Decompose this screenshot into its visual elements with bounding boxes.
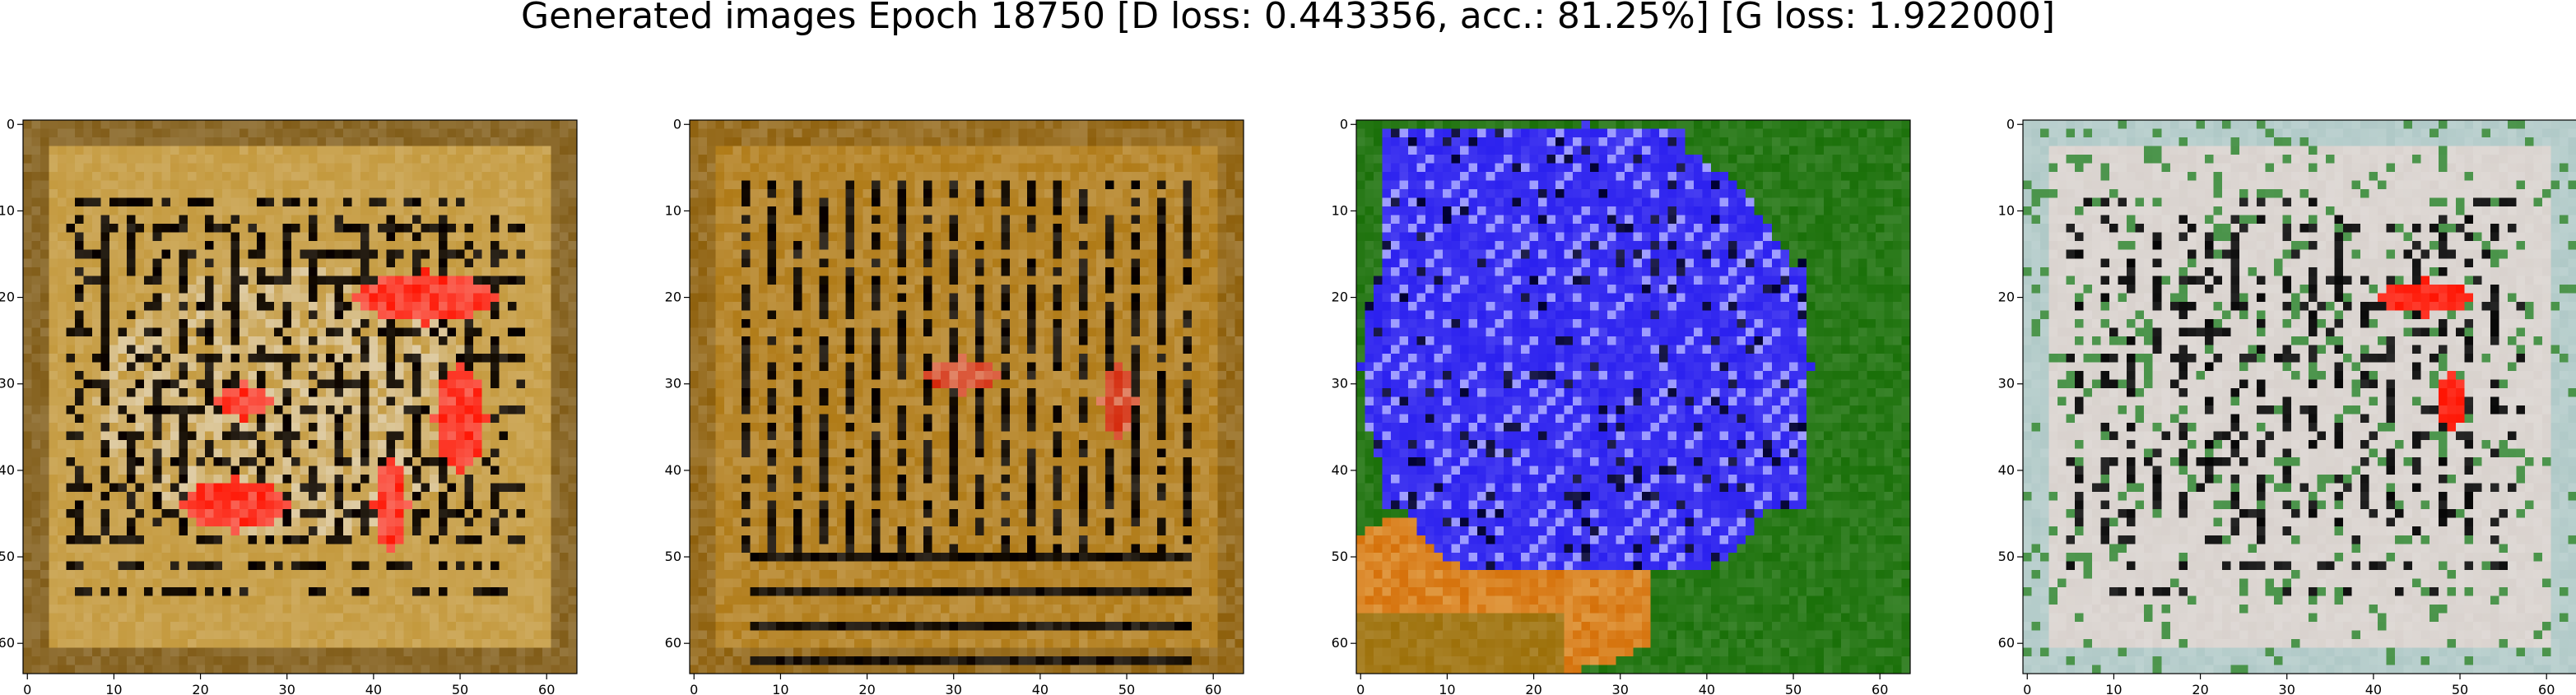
y-tick-label: 10 bbox=[0, 202, 15, 218]
y-tick-label: 20 bbox=[1998, 290, 2015, 305]
y-tick-label: 30 bbox=[665, 376, 681, 392]
x-tick-label: 10 bbox=[772, 682, 788, 695]
x-tick-label: 50 bbox=[1785, 682, 1802, 695]
x-tick-label: 50 bbox=[1118, 682, 1135, 695]
y-tick-label: 60 bbox=[1332, 635, 1348, 651]
y-tick-label: 30 bbox=[1332, 376, 1348, 392]
x-tick-label: 0 bbox=[1356, 682, 1365, 695]
y-tick-label: 60 bbox=[665, 635, 681, 651]
x-tick-label: 50 bbox=[2452, 682, 2468, 695]
generated-image-3 bbox=[1356, 120, 1911, 674]
axes-frame-3 bbox=[1355, 119, 1911, 674]
x-tick-label: 40 bbox=[365, 682, 382, 695]
y-tick-label: 10 bbox=[1332, 202, 1348, 218]
axes-frame-1 bbox=[22, 119, 578, 674]
x-tick-label: 10 bbox=[1439, 682, 1455, 695]
x-tick-label: 40 bbox=[1699, 682, 1715, 695]
generated-image-2 bbox=[690, 120, 1244, 674]
y-tick-label: 30 bbox=[0, 376, 15, 392]
x-tick-label: 20 bbox=[2192, 682, 2208, 695]
y-tick-label: 50 bbox=[1332, 549, 1348, 564]
y-tick-label: 20 bbox=[0, 290, 15, 305]
x-tick-label: 60 bbox=[538, 682, 555, 695]
y-tick-label: 10 bbox=[665, 202, 681, 218]
x-tick-label: 20 bbox=[1525, 682, 1541, 695]
x-tick-label: 40 bbox=[1032, 682, 1049, 695]
image-panel-1: 0 10 20 30 40 50 60 0 10 20 30 40 50 60 bbox=[0, 116, 578, 695]
x-tick-label: 30 bbox=[946, 682, 962, 695]
image-panel-2: 0 10 20 30 40 50 60 0 10 20 30 40 50 60 bbox=[665, 116, 1244, 695]
x-tick-label: 0 bbox=[23, 682, 31, 695]
y-tick-label: 0 bbox=[7, 116, 15, 132]
x-tick-label: 60 bbox=[1872, 682, 1888, 695]
axes-frame-2 bbox=[689, 119, 1244, 674]
y-tick-label: 0 bbox=[673, 116, 681, 132]
y-tick-label: 60 bbox=[0, 635, 15, 651]
y-tick-label: 50 bbox=[0, 549, 15, 564]
y-tick-label: 40 bbox=[1332, 462, 1348, 478]
y-tick-label: 50 bbox=[665, 549, 681, 564]
y-tick-label: 50 bbox=[1998, 549, 2015, 564]
y-tick-label: 20 bbox=[1332, 290, 1348, 305]
x-tick-label: 30 bbox=[2279, 682, 2295, 695]
y-tick-label: 0 bbox=[2006, 116, 2015, 132]
y-tick-label: 0 bbox=[1340, 116, 1348, 132]
x-tick-label: 0 bbox=[2023, 682, 2031, 695]
x-tick-label: 50 bbox=[452, 682, 468, 695]
generated-image-4 bbox=[2023, 120, 2576, 674]
y-tick-label: 40 bbox=[0, 462, 15, 478]
figure-suptitle: Generated images Epoch 18750 [D loss: 0.… bbox=[520, 0, 2056, 37]
x-tick-label: 60 bbox=[1205, 682, 1221, 695]
x-tick-label: 40 bbox=[2365, 682, 2382, 695]
y-tick-label: 60 bbox=[1998, 635, 2015, 651]
axes-frame-4 bbox=[2022, 119, 2576, 674]
x-tick-label: 10 bbox=[2105, 682, 2122, 695]
y-tick-label: 30 bbox=[1998, 376, 2015, 392]
image-panel-4: 0 10 20 30 40 50 60 0 10 20 30 40 50 60 bbox=[1998, 116, 2576, 695]
y-tick-label: 40 bbox=[665, 462, 681, 478]
x-tick-label: 60 bbox=[2538, 682, 2555, 695]
x-tick-label: 20 bbox=[858, 682, 875, 695]
y-tick-label: 40 bbox=[1998, 462, 2015, 478]
x-tick-label: 20 bbox=[192, 682, 208, 695]
generated-image-1 bbox=[23, 120, 578, 674]
x-tick-label: 30 bbox=[279, 682, 295, 695]
x-tick-label: 30 bbox=[1612, 682, 1629, 695]
y-tick-label: 20 bbox=[665, 290, 681, 305]
image-panel-3: 0 10 20 30 40 50 60 0 10 20 30 40 50 60 bbox=[1332, 116, 1911, 695]
y-tick-label: 10 bbox=[1998, 202, 2015, 218]
x-tick-label: 10 bbox=[105, 682, 122, 695]
x-tick-label: 0 bbox=[690, 682, 698, 695]
